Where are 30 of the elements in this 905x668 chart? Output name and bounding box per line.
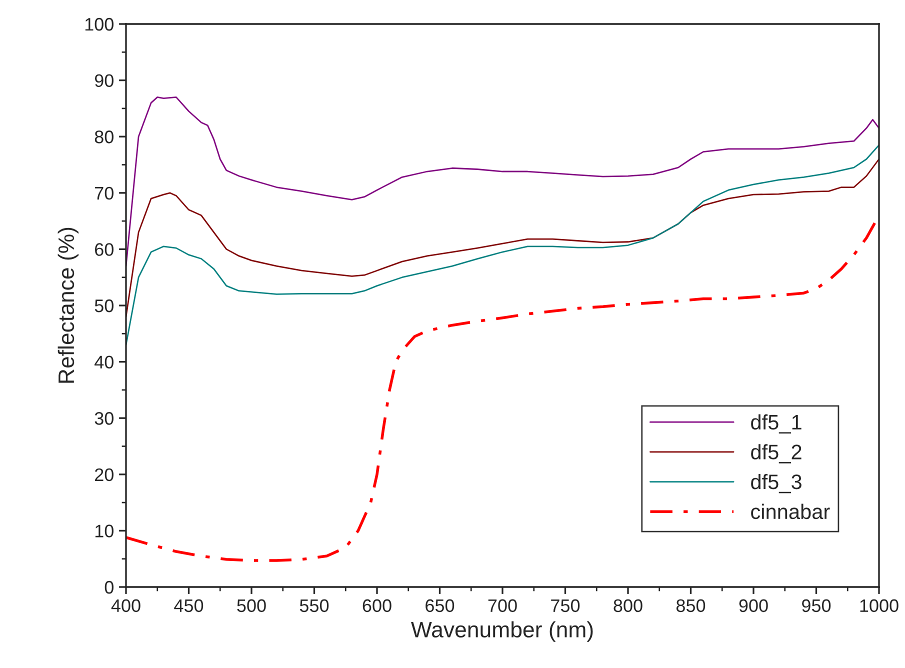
y-tick-label: 60 — [95, 243, 114, 256]
y-tick-label: 50 — [94, 299, 114, 312]
legend-label: cinnabar — [751, 504, 830, 520]
y-tick-label: 20 — [95, 468, 114, 482]
x-axis-title: Wavenumber (nm) — [411, 621, 593, 642]
y-axis-title: Reflectance (%) — [58, 228, 79, 383]
x-tick-label: 550 — [300, 599, 329, 612]
y-tick-label: 30 — [94, 412, 114, 425]
x-tick-label: 600 — [362, 599, 392, 612]
legend-label: df5_2 — [751, 444, 802, 464]
x-tick-label: 1000 — [860, 599, 898, 612]
x-tick-label: 800 — [614, 599, 642, 612]
legend-label: df5_1 — [751, 414, 802, 434]
y-tick-label: 10 — [95, 524, 114, 538]
y-tick-label: 70 — [95, 186, 114, 200]
y-tick-label: 80 — [94, 130, 114, 144]
x-tick-label: 850 — [676, 599, 706, 612]
x-tick-label: 400 — [111, 599, 140, 612]
x-tick-label: 500 — [237, 599, 266, 612]
x-tick-label: 450 — [174, 599, 204, 612]
x-tick-label: 900 — [739, 599, 768, 612]
legend-label: df5_3 — [751, 474, 802, 494]
y-tick-label: 0 — [104, 580, 114, 594]
x-tick-label: 700 — [488, 599, 517, 612]
x-tick-label: 750 — [551, 599, 580, 612]
y-tick-label: 100 — [85, 18, 114, 31]
x-tick-label: 950 — [802, 599, 831, 612]
x-tick-label: 650 — [426, 599, 454, 612]
y-tick-label: 40 — [94, 356, 114, 369]
y-tick-label: 90 — [94, 74, 114, 88]
